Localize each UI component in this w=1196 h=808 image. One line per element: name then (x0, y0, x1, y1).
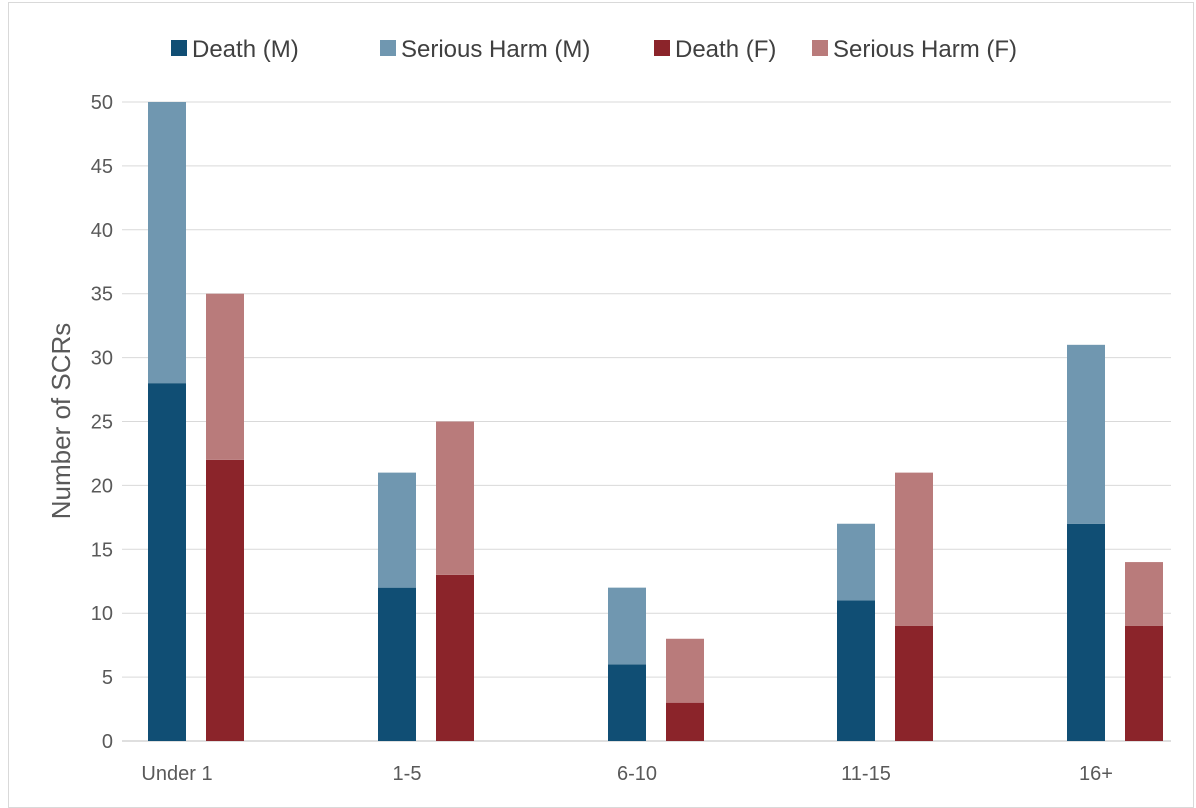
y-tick-label: 10 (91, 603, 113, 625)
y-tick-label: 30 (91, 348, 113, 370)
bar-segment (666, 702, 704, 741)
x-tick-label: 6-10 (617, 763, 657, 785)
gridlines (122, 101, 1171, 742)
x-tick-label: 11-15 (841, 763, 891, 785)
y-tick-label: 25 (91, 412, 113, 434)
bar-segment (837, 600, 875, 741)
bar-segment (895, 472, 933, 626)
bar-segment (436, 574, 474, 741)
x-tick-label: Under 1 (141, 763, 212, 785)
y-tick-label: 20 (91, 475, 113, 497)
bar-segment (148, 102, 186, 384)
bar-segment (666, 638, 704, 703)
legend-label: Serious Harm (M) (401, 36, 590, 63)
bars (148, 102, 1163, 741)
bar-segment (378, 587, 416, 741)
bar-segment (436, 421, 474, 575)
bar-segment (148, 383, 186, 741)
bar-segment (895, 625, 933, 741)
legend-swatch (380, 40, 396, 56)
y-tick-label: 40 (91, 220, 113, 242)
bar-segment (378, 472, 416, 588)
y-tick-label: 0 (102, 731, 113, 753)
x-tick-label: 16+ (1079, 763, 1113, 785)
bar-segment (1067, 523, 1105, 741)
legend-label: Death (M) (192, 36, 299, 63)
bar-segment (206, 293, 244, 460)
legend-swatch (171, 40, 187, 56)
legend-swatch (812, 40, 828, 56)
legend-label: Death (F) (675, 36, 776, 63)
legend-label: Serious Harm (F) (833, 36, 1017, 63)
bar-segment (608, 587, 646, 665)
chart-frame (8, 2, 1194, 808)
y-tick-label: 15 (91, 539, 113, 561)
bar-segment (1067, 344, 1105, 524)
y-tick-label: 5 (102, 667, 113, 689)
x-axis-ticks: Under 1 1-5 6-10 11-15 16+ (141, 763, 1113, 785)
legend: Death (M) Serious Harm (M) Death (F) Seriou… (171, 36, 1017, 63)
y-tick-label: 45 (91, 156, 113, 178)
y-tick-label: 35 (91, 284, 113, 306)
y-axis-ticks: 0 5 10 15 20 25 30 35 40 45 50 (91, 92, 113, 753)
legend-swatch (654, 40, 670, 56)
bar-segment (1125, 562, 1163, 626)
bar-segment (608, 664, 646, 741)
bar-segment (837, 523, 875, 601)
y-tick-label: 50 (91, 92, 113, 114)
bar-segment (1125, 625, 1163, 741)
bar-segment (206, 459, 244, 741)
y-axis-label: Number of SCRs (46, 323, 76, 520)
x-tick-label: 1-5 (393, 763, 422, 785)
